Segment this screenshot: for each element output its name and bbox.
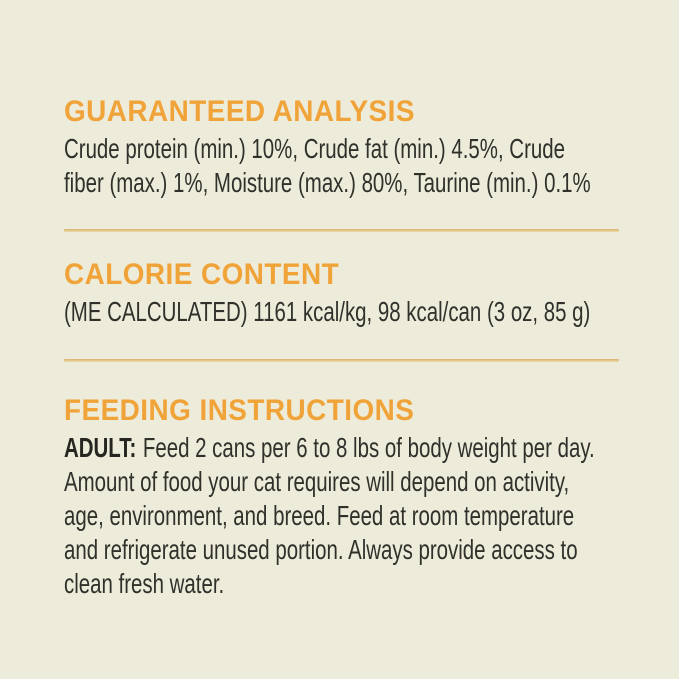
section-divider — [64, 359, 619, 362]
calorie-content-heading: CALORIE CONTENT — [64, 258, 340, 291]
section-calorie-content: CALORIE CONTENT (ME CALCULATED) 1161 kca… — [64, 257, 639, 329]
section-guaranteed-analysis: GUARANTEED ANALYSIS Crude protein (min.)… — [64, 94, 639, 200]
guaranteed-analysis-text: Crude protein (min.) 10%, Crude fat (min… — [64, 132, 639, 200]
analysis-text-line: Crude protein (min.) 10%, Crude fat (min… — [64, 133, 565, 164]
calorie-text-line: (ME CALCULATED) 1161 kcal/kg, 98 kcal/ca… — [64, 296, 591, 327]
feeding-text-line-rest: Feed 2 cans per 6 to 8 lbs of body weigh… — [142, 432, 595, 463]
feeding-text-line: age, environment, and breed. Feed at roo… — [64, 500, 575, 531]
feeding-text-line: ADULT: Feed 2 cans per 6 to 8 lbs of body… — [64, 431, 595, 465]
guaranteed-analysis-heading: GUARANTEED ANALYSIS — [64, 95, 415, 128]
feeding-text-line: clean fresh water. — [64, 568, 225, 599]
feeding-instructions-heading: FEEDING INSTRUCTIONS — [64, 394, 415, 427]
analysis-text-line: fiber (max.) 1%, Moisture (max.) 80%, Ta… — [64, 167, 591, 198]
calorie-content-text: (ME CALCULATED) 1161 kcal/kg, 98 kcal/ca… — [64, 295, 639, 329]
section-feeding-instructions: FEEDING INSTRUCTIONS ADULT: Feed 2 cans p… — [64, 393, 639, 601]
feeding-instructions-text: ADULT: Feed 2 cans per 6 to 8 lbs of body… — [64, 431, 639, 601]
feeding-text-line: and refrigerate unused portion. Always p… — [64, 534, 578, 565]
feeding-text-line: Amount of food your cat requires will de… — [64, 466, 570, 497]
section-divider — [64, 229, 619, 232]
adult-lead-label: ADULT: — [64, 432, 137, 463]
